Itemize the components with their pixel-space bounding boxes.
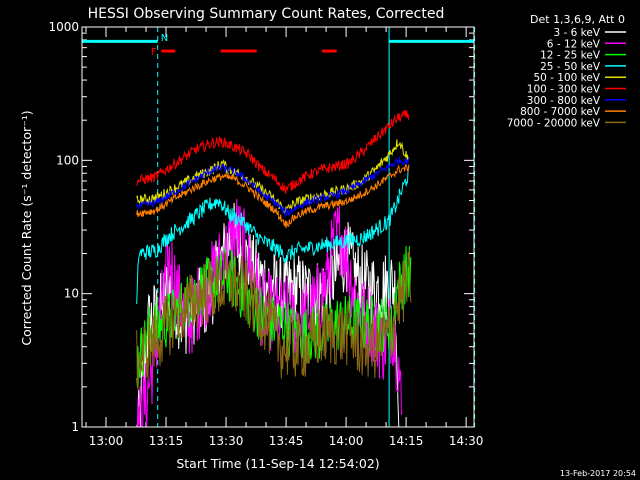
- legend-label: 12 - 25 keV: [540, 50, 601, 62]
- night-marker-label: N: [161, 33, 168, 44]
- x-tick-label: 14:30: [449, 434, 484, 448]
- legend-label: 300 - 800 keV: [527, 95, 601, 107]
- y-tick-label: 10: [64, 287, 79, 301]
- x-tick-label: 13:45: [269, 434, 304, 448]
- legend-label: 3 - 6 keV: [553, 27, 600, 39]
- legend-label: 800 - 7000 keV: [520, 106, 601, 118]
- footer-timestamp: 13-Feb-2017 20:54: [560, 469, 636, 478]
- series-line-1: [136, 198, 403, 428]
- x-tick-label: 13:30: [209, 434, 244, 448]
- legend-label: 6 - 12 keV: [547, 38, 601, 50]
- y-tick-label: 1000: [48, 20, 79, 34]
- x-axis-label: Start Time (11-Sep-14 12:54:02): [176, 456, 379, 471]
- legend-label: 25 - 50 keV: [540, 61, 601, 73]
- series-line-3: [136, 165, 410, 305]
- plot-frame: [81, 26, 475, 428]
- x-tick-label: 14:00: [329, 434, 364, 448]
- y-axis-label: Corrected Count Rate (s⁻¹ detector⁻¹): [19, 110, 34, 345]
- legend-title: Det 1,3,6,9, Att 0: [530, 13, 625, 26]
- x-tick-label: 14:15: [389, 434, 424, 448]
- y-tick-label: 1: [71, 420, 79, 434]
- flare-marker-label: F: [151, 47, 157, 58]
- y-tick-label: 100: [56, 153, 79, 167]
- series-layer: [136, 109, 412, 428]
- legend-label: 100 - 300 keV: [527, 84, 601, 96]
- chart-title: HESSI Observing Summary Count Rates, Cor…: [88, 6, 445, 22]
- axes-layer: 1 10 100 1000 13:00 13:15 13:30 13:45 14:00 14:15…: [48, 20, 483, 448]
- legend-label: 50 - 100 keV: [533, 72, 600, 84]
- x-tick-label: 13:15: [149, 434, 184, 448]
- series-line-5: [136, 109, 410, 194]
- series-line-8: [136, 250, 412, 391]
- x-tick-label: 13:00: [89, 434, 124, 448]
- series-line-0: [136, 202, 400, 428]
- series-line-7: [136, 164, 410, 229]
- legend-label: 7000 - 20000 keV: [507, 117, 601, 129]
